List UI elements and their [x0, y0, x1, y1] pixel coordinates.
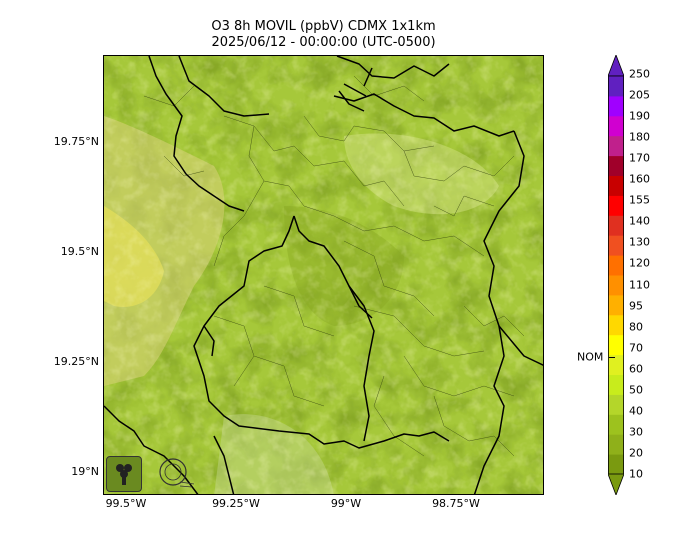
colorbar-band: [608, 115, 624, 137]
nom-label: NOM: [577, 350, 604, 364]
colorbar-band: [608, 215, 624, 236]
ozone-map[interactable]: [103, 55, 544, 495]
colorbar-band: [608, 155, 624, 176]
colorbar-tick-label: 60: [629, 362, 643, 376]
colorbar-band: [608, 195, 624, 216]
colorbar-tick-label: 170: [629, 151, 650, 165]
colorbar-band: [608, 135, 624, 157]
colorbar-tick-label: 20: [629, 446, 643, 460]
colorbar-tick-label: 160: [629, 172, 650, 186]
colorbar-tick-label: 30: [629, 425, 643, 439]
colorbar-band: [608, 334, 624, 356]
colorbar-tick-label: 130: [629, 235, 650, 249]
colorbar-tick-label: 80: [629, 320, 643, 334]
colorbar: [608, 55, 624, 495]
colorbar-tick-label: 140: [629, 214, 650, 228]
lon-label-99: 99°W: [330, 497, 362, 510]
colorbar-band: [608, 374, 624, 395]
map-canvas: [104, 56, 543, 494]
lat-label-19: 19°N: [71, 465, 99, 478]
colorbar-tick-label: 50: [629, 383, 643, 397]
colorbar-tick-label: 155: [629, 193, 650, 207]
colorbar-extend-max: [608, 55, 624, 77]
colorbar-band: [608, 255, 624, 276]
lat-label-19-75: 19.75°N: [53, 135, 99, 148]
colorbar-band: [608, 175, 624, 196]
colorbar-band: [608, 294, 624, 316]
title-line2: 2025/06/12 - 00:00:00 (UTC-0500): [211, 35, 436, 50]
colorbar-band: [608, 354, 624, 375]
colorbar-tick-label: 10: [629, 467, 643, 481]
lon-label-98-75: 98.75°W: [432, 497, 480, 510]
title-line1: O3 8h MOVIL (ppbV) CDMX 1x1km: [211, 19, 436, 34]
colorbar-band: [608, 235, 624, 256]
lon-label-99-25: 99.25°W: [212, 497, 260, 510]
sedema-logo: [106, 456, 142, 492]
colorbar-tick-label: 180: [629, 130, 650, 144]
lon-label-99-5: 99.5°W: [105, 497, 147, 510]
colorbar-tick-label: 95: [629, 299, 643, 313]
colorbar-band: [608, 454, 624, 475]
lat-label-19-5: 19.5°N: [60, 245, 99, 258]
colorbar-extend-min: [608, 473, 624, 495]
colorbar-tick-label: 190: [629, 109, 650, 123]
lat-label-19-25: 19.25°N: [53, 355, 99, 368]
colorbar-band: [608, 314, 624, 336]
cdmx-gov-logo: [156, 456, 196, 490]
map-title: O3 8h MOVIL (ppbV) CDMX 1x1km 2025/06/12…: [103, 19, 544, 51]
colorbar-tick-label: 205: [629, 88, 650, 102]
colorbar-band: [608, 95, 624, 117]
nom-tick: [609, 357, 615, 358]
colorbar-band: [608, 76, 624, 97]
colorbar-tick-label: 110: [629, 278, 650, 292]
colorbar-band: [608, 394, 624, 415]
colorbar-tick-label: 120: [629, 256, 650, 270]
colorbar-frame: [608, 75, 624, 475]
colorbar-tick-label: 40: [629, 404, 643, 418]
colorbar-band: [608, 414, 624, 435]
colorbar-band: [608, 275, 624, 296]
colorbar-tick-label: 70: [629, 341, 643, 355]
colorbar-band: [608, 434, 624, 455]
colorbar-tick-label: 250: [629, 67, 650, 81]
